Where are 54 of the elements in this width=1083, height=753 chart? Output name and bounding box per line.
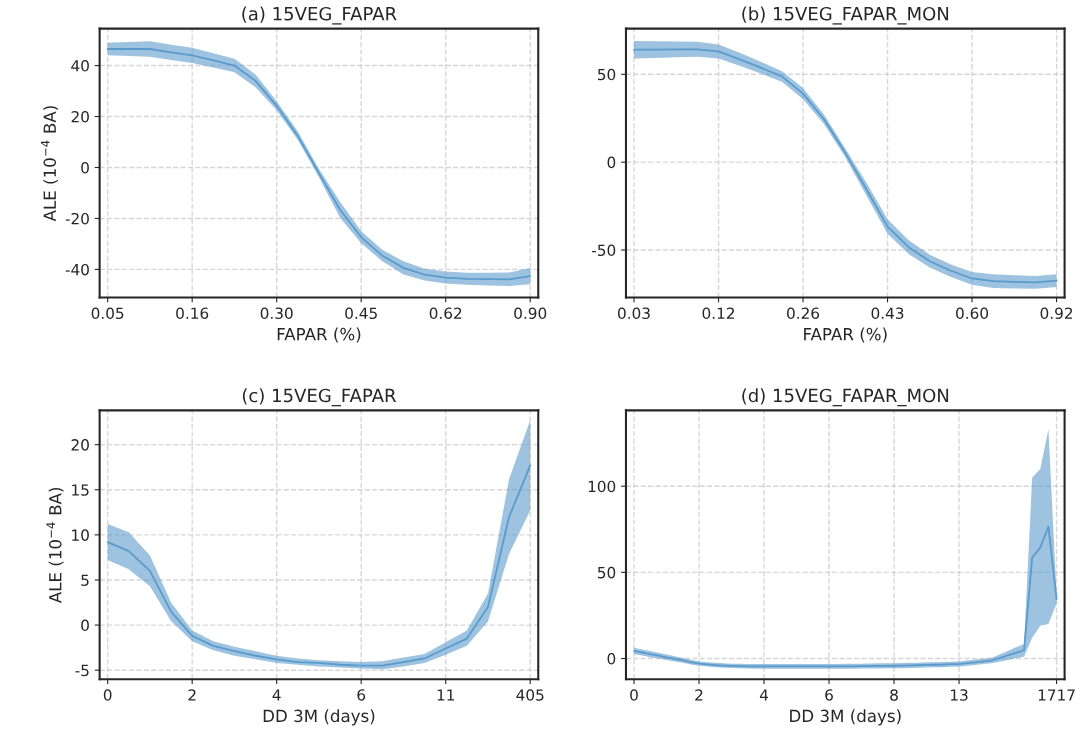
y-tick-label: 0 xyxy=(81,619,89,632)
y-tick-label: 10 xyxy=(72,529,89,541)
y-tick-label: 20 xyxy=(71,439,89,451)
chart-title: (b) 15VEG_FAPAR_MON xyxy=(742,6,949,25)
x-tick-label: 0.92 xyxy=(1040,307,1073,319)
x-tick-label: 0.60 xyxy=(956,307,989,319)
x-tick-label: 0.12 xyxy=(702,307,734,319)
chart-title: (c) 15VEG_FAPAR xyxy=(242,388,397,407)
y-tick-label: -5 xyxy=(75,664,89,677)
x-tick-label: 0.62 xyxy=(429,307,462,319)
y-tick-label: -20 xyxy=(65,212,89,225)
y-tick-label: -50 xyxy=(592,244,616,257)
x-tick-label: 4 xyxy=(272,689,281,701)
x-tick-label: 0.03 xyxy=(618,307,650,319)
y-axis-title: ALE (10$^{−4}$ BA) xyxy=(46,487,64,604)
chart-title: (a) 15VEG_FAPAR xyxy=(242,6,397,25)
y-tick-label: 100 xyxy=(588,480,616,493)
y-axis-title: ALE (10$^{−4}$ BA) xyxy=(40,106,59,222)
x-tick-label: 4 xyxy=(759,689,769,701)
x-tick-label: 2 xyxy=(695,689,703,701)
line-series xyxy=(106,464,532,667)
x-tick-label: 0.43 xyxy=(871,307,904,319)
x-tick-label: 0.05 xyxy=(91,307,124,319)
x-tick-label: 6 xyxy=(825,689,833,701)
x-tick-label: 0.45 xyxy=(345,307,377,319)
chart-title: (d) 15VEG_FAPAR_MON xyxy=(742,388,949,407)
y-tick-label: 50 xyxy=(597,566,616,579)
x-tick-label: 2 xyxy=(188,689,196,701)
y-tick-label: 0 xyxy=(81,161,89,174)
x-tick-label: 8 xyxy=(890,689,898,701)
x-tick-label: 0.90 xyxy=(514,307,547,319)
x-tick-label: 0.16 xyxy=(176,307,209,319)
x-tick-label: 13 xyxy=(951,689,968,701)
x-axis-title: DD 3M (days) xyxy=(263,709,375,726)
line-series xyxy=(633,525,1058,668)
x-tick-label: 6 xyxy=(357,689,366,701)
y-tick-label: 50 xyxy=(597,68,616,81)
x-tick-label: 1717 xyxy=(1038,689,1075,701)
y-tick-label: 5 xyxy=(81,574,89,586)
y-tick-label: 40 xyxy=(71,60,89,72)
x-tick-label: 0 xyxy=(103,689,112,701)
y-tick-label: 0 xyxy=(607,652,616,665)
y-tick-label: 0 xyxy=(607,156,616,169)
x-tick-label: 11 xyxy=(437,689,455,701)
x-axis-title: FAPAR (%) xyxy=(277,327,361,343)
y-tick-label: 15 xyxy=(72,484,89,496)
x-axis-title: DD 3M (days) xyxy=(790,709,901,726)
x-axis-title: FAPAR (%) xyxy=(804,327,887,343)
x-tick-label: 0.26 xyxy=(787,307,820,319)
y-tick-label: -40 xyxy=(65,263,89,276)
x-tick-label: 405 xyxy=(516,689,544,701)
y-tick-label: 20 xyxy=(71,110,89,123)
x-tick-label: 0.30 xyxy=(260,307,293,319)
x-tick-label: 0 xyxy=(630,689,638,701)
